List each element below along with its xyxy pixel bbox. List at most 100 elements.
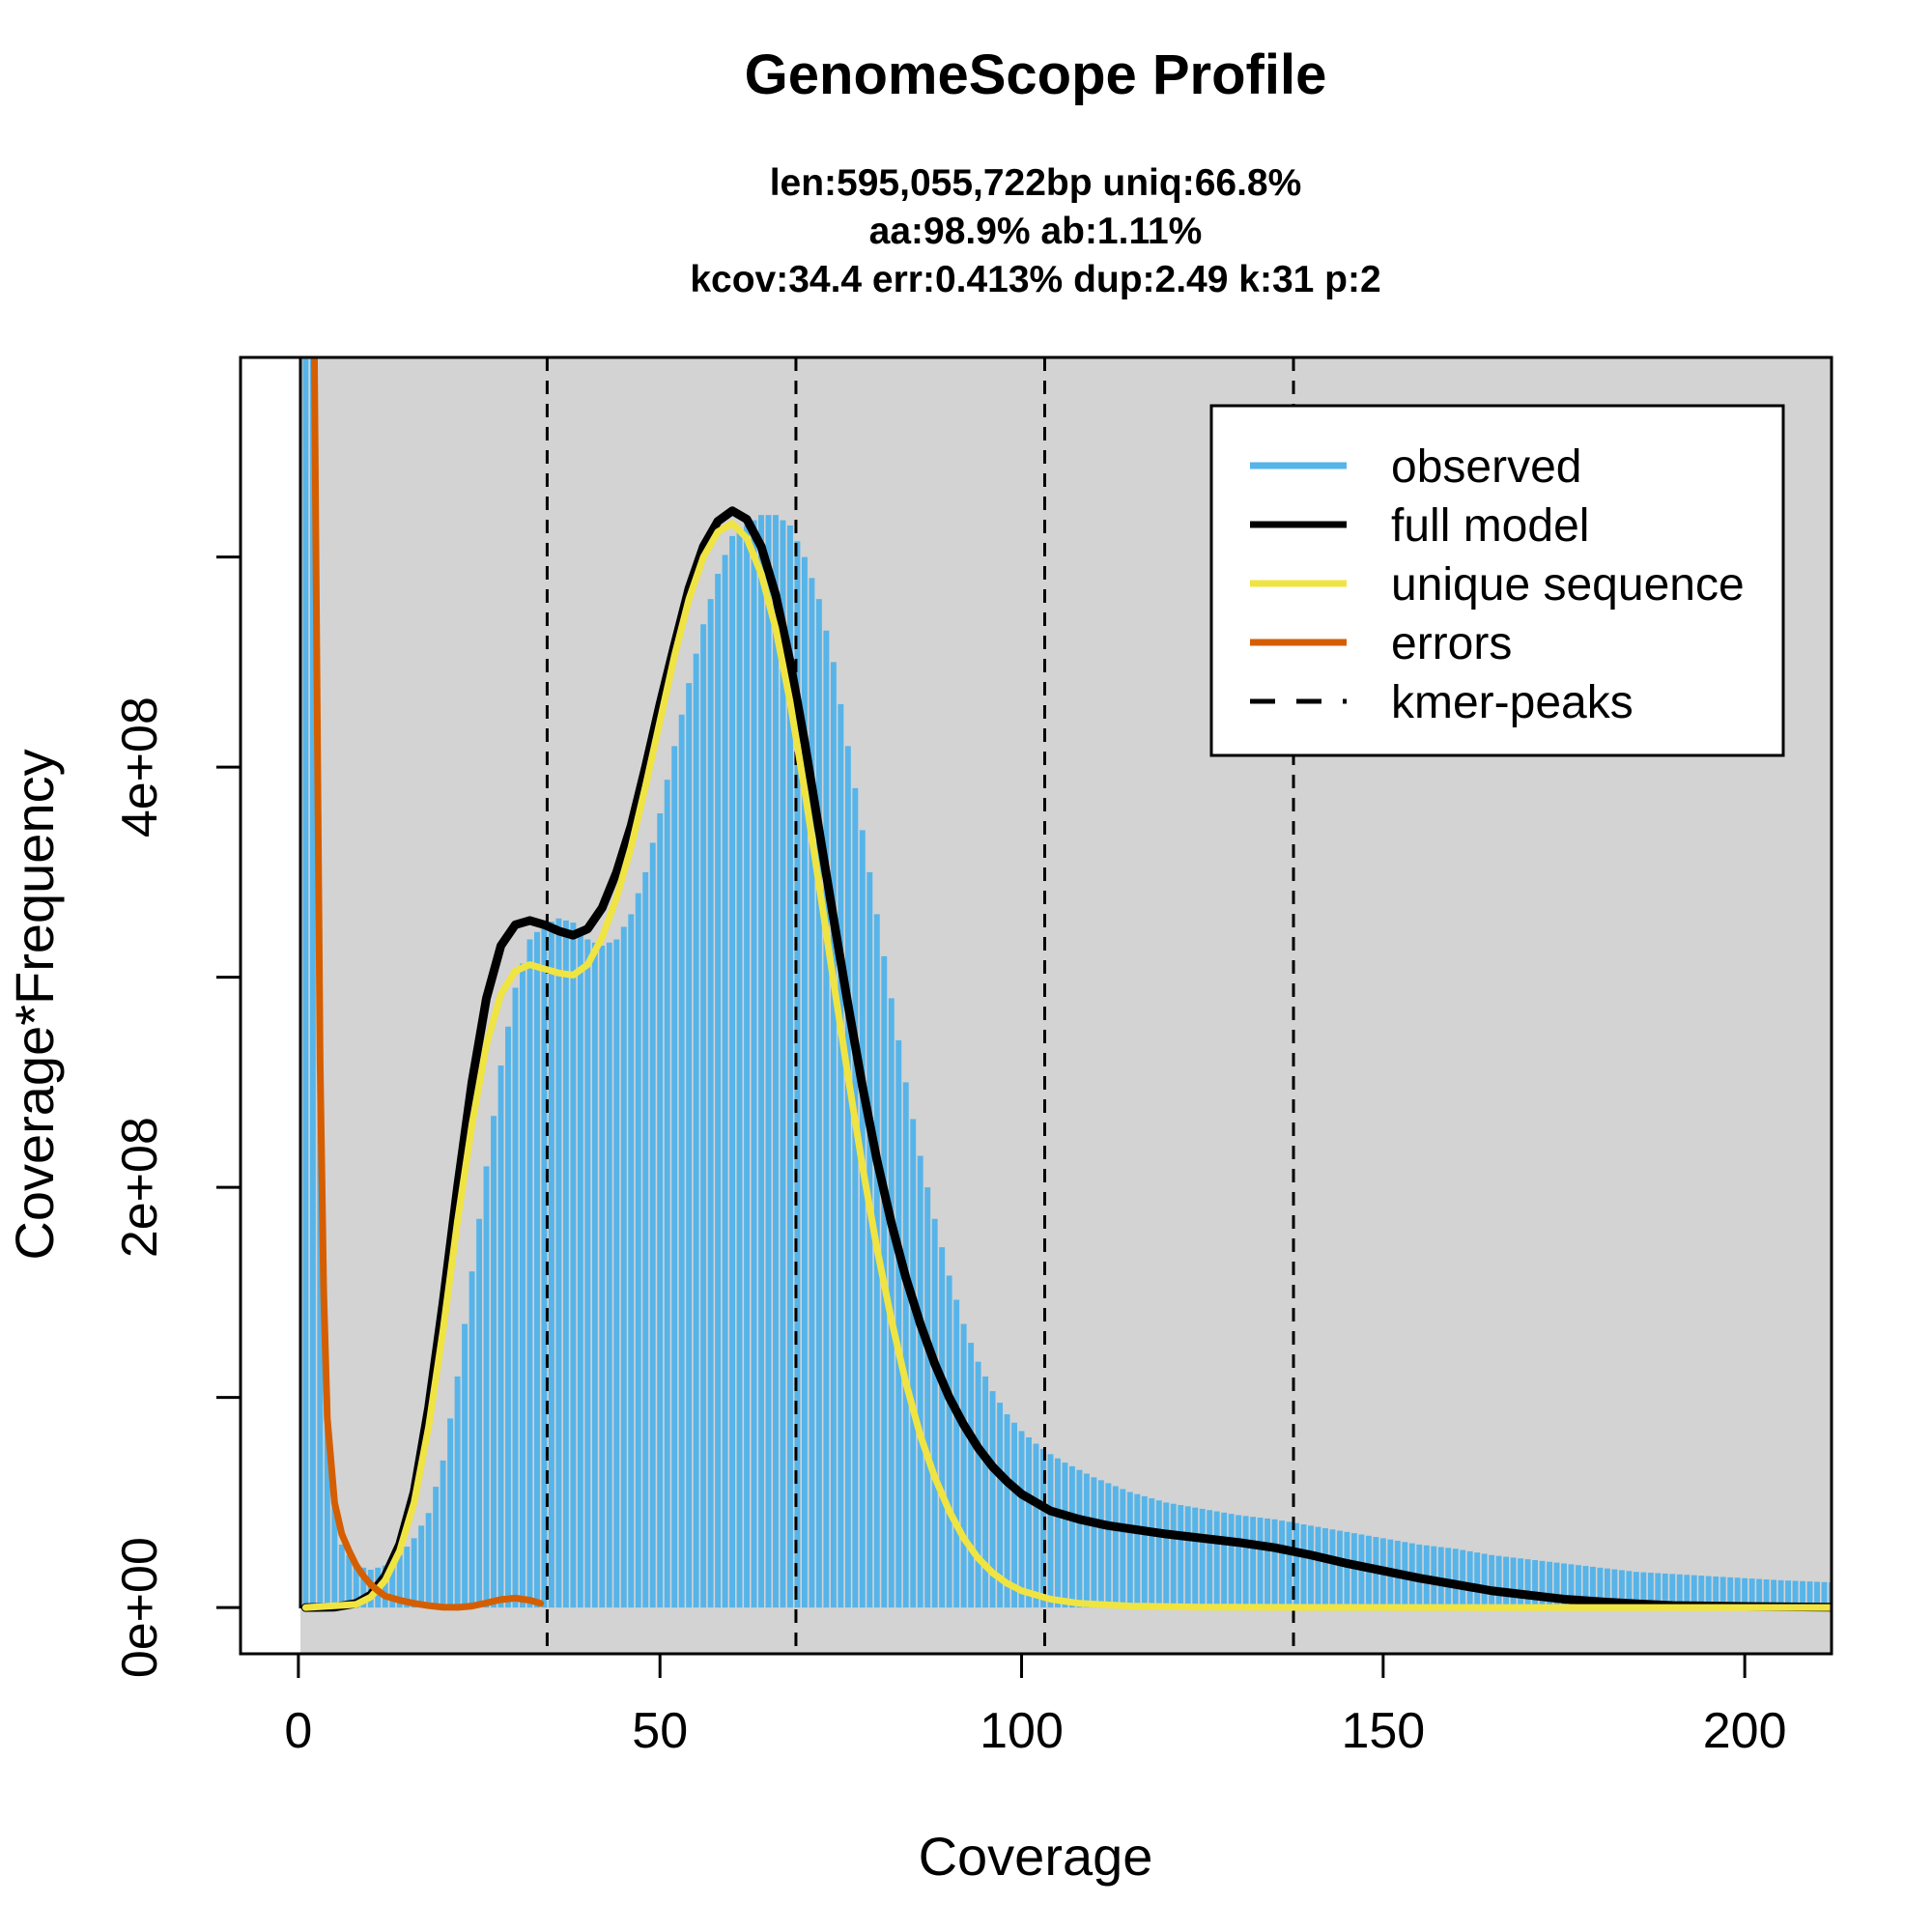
y-tick-label: 2e+08 — [112, 1117, 168, 1258]
observed-bar — [346, 1554, 353, 1608]
observed-bar — [1618, 1570, 1625, 1608]
observed-bar — [953, 1299, 960, 1608]
observed-bar — [1293, 1522, 1299, 1608]
observed-bar — [1474, 1552, 1481, 1608]
observed-bar — [1250, 1517, 1257, 1608]
observed-bar — [1452, 1548, 1459, 1608]
observed-bar — [1561, 1563, 1567, 1608]
observed-bar — [577, 930, 583, 1608]
observed-bar — [1597, 1567, 1604, 1608]
observed-bar — [447, 1418, 454, 1608]
observed-bar — [591, 942, 598, 1608]
observed-bar — [852, 787, 859, 1608]
observed-bar — [1213, 1511, 1220, 1608]
observed-bar — [1134, 1493, 1141, 1608]
observed-bar — [1719, 1577, 1726, 1608]
x-tick-label: 50 — [632, 1703, 688, 1759]
observed-bar — [780, 520, 786, 1608]
observed-bar — [1604, 1568, 1610, 1608]
observed-bar — [1004, 1414, 1010, 1608]
observed-bar — [773, 515, 779, 1608]
observed-bar — [1047, 1454, 1054, 1608]
observed-bar — [1510, 1557, 1517, 1608]
observed-bar — [570, 923, 577, 1608]
observed-bar — [309, 357, 316, 1608]
observed-bar — [526, 939, 533, 1608]
observed-bar — [1055, 1458, 1061, 1608]
observed-bar — [635, 893, 641, 1608]
observed-bar — [1553, 1562, 1560, 1608]
observed-bar — [809, 578, 815, 1608]
observed-bar — [1647, 1573, 1654, 1608]
observed-bar — [794, 541, 801, 1608]
observed-bar — [939, 1247, 946, 1608]
observed-bar — [512, 987, 519, 1608]
observed-bar — [425, 1513, 432, 1608]
observed-bar — [1684, 1575, 1690, 1608]
legend-label: observed — [1391, 441, 1581, 493]
observed-bar — [1170, 1503, 1177, 1608]
observed-bar — [1503, 1556, 1510, 1608]
observed-bar — [1329, 1529, 1336, 1608]
observed-bar — [1242, 1516, 1249, 1608]
left-margin-strip — [241, 357, 300, 1654]
observed-bar — [1742, 1577, 1748, 1608]
observed-bar — [1112, 1486, 1119, 1608]
x-axis: 0 50 100 150 200 — [284, 1652, 1787, 1759]
observed-bar — [1576, 1565, 1581, 1608]
observed-bar — [418, 1525, 425, 1608]
observed-bar — [1221, 1512, 1228, 1608]
observed-bar — [982, 1376, 989, 1608]
observed-bar — [1163, 1502, 1170, 1608]
observed-bar — [411, 1538, 417, 1608]
observed-bar — [317, 1082, 324, 1608]
observed-bar — [1532, 1559, 1539, 1608]
observed-bar — [729, 535, 736, 1608]
observed-bar — [722, 554, 728, 1608]
observed-bar — [462, 1323, 469, 1608]
observed-bar — [1727, 1577, 1734, 1608]
observed-bar — [671, 746, 678, 1608]
observed-bar — [1640, 1572, 1647, 1608]
observed-bar — [1236, 1515, 1242, 1608]
observed-bar — [1590, 1566, 1596, 1608]
observed-bar — [693, 653, 699, 1608]
observed-bar — [1026, 1436, 1032, 1608]
observed-bar — [1547, 1561, 1552, 1608]
observed-bar — [1184, 1506, 1191, 1608]
model-lines — [300, 357, 1832, 1612]
observed-bar — [599, 946, 606, 1608]
observed-bar — [758, 515, 764, 1608]
observed-bar — [960, 1323, 967, 1608]
legend-label: kmer-peaks — [1391, 677, 1634, 728]
chart-subtitle-line-3: kcov:34.4 err:0.413% dup:2.49 k:31 p:2 — [690, 259, 1380, 300]
observed-bar — [1199, 1508, 1206, 1608]
observed-bar — [1489, 1554, 1495, 1608]
observed-bar — [1358, 1534, 1365, 1608]
legend-label: unique sequence — [1391, 559, 1745, 611]
observed-bar — [520, 963, 526, 1608]
observed-bar — [642, 871, 649, 1608]
observed-bar — [1495, 1555, 1502, 1608]
observed-bar — [1518, 1558, 1524, 1608]
observed-bar — [678, 714, 685, 1608]
observed-bar — [1300, 1524, 1307, 1608]
observed-bar — [1271, 1519, 1278, 1608]
observed-bar — [1690, 1575, 1697, 1608]
observed-bar — [830, 662, 837, 1608]
observed-bar — [1626, 1571, 1633, 1608]
observed-bar — [1279, 1520, 1285, 1608]
observed-bar — [1771, 1579, 1777, 1608]
observed-bar — [1792, 1580, 1799, 1608]
observed-bars — [302, 357, 1832, 1608]
observed-bar — [1097, 1480, 1104, 1608]
observed-bar — [989, 1391, 996, 1608]
observed-bar — [838, 703, 844, 1608]
observed-bar — [497, 1065, 504, 1608]
observed-bar — [353, 1565, 359, 1608]
observed-bar — [1141, 1495, 1148, 1608]
observed-bar — [823, 630, 830, 1608]
observed-bar — [787, 526, 793, 1608]
observed-bar — [389, 1560, 396, 1608]
observed-bar — [1539, 1560, 1546, 1608]
